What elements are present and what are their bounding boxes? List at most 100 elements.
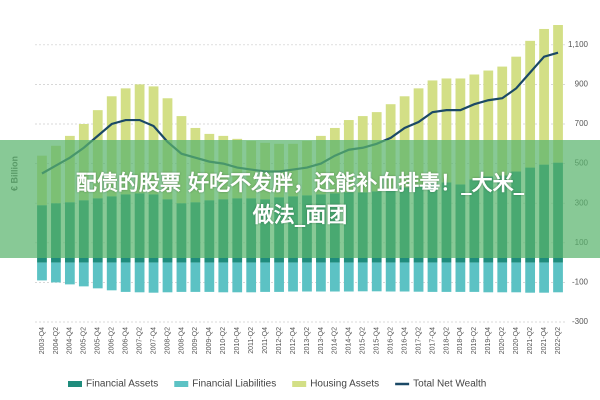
- bar: [274, 262, 284, 292]
- x-tick-label: 2004-Q2: [53, 327, 60, 354]
- bar: [288, 262, 298, 292]
- bar: [427, 262, 438, 292]
- x-tick-label: 2004-Q4: [67, 327, 74, 354]
- x-tick-label: 2009-Q2: [192, 327, 199, 354]
- bar: [511, 262, 522, 293]
- bar: [343, 262, 354, 292]
- bar: [539, 262, 549, 293]
- x-tick-label: 2020-Q4: [513, 327, 520, 354]
- x-tick-label: 2021-Q4: [541, 327, 548, 354]
- x-tick-label: 2015-Q2: [360, 327, 367, 354]
- x-tick-label: 2006-Q4: [123, 327, 130, 354]
- x-tick-label: 2011-Q4: [262, 327, 269, 354]
- bar: [441, 78, 452, 183]
- x-tick-label: 2015-Q4: [374, 327, 381, 354]
- x-tick-label: 2013-Q2: [304, 327, 311, 354]
- x-tick-label: 2009-Q4: [206, 327, 213, 354]
- x-tick-label: 2018-Q2: [443, 327, 450, 354]
- x-tick-label: 2019-Q4: [485, 327, 492, 354]
- x-tick-label: 2005-Q4: [95, 327, 102, 354]
- x-tick-label: 2012-Q2: [276, 327, 283, 354]
- x-tick-label: 2011-Q2: [248, 327, 255, 354]
- bar: [204, 262, 215, 292]
- bar: [120, 262, 131, 292]
- bar: [162, 262, 173, 293]
- x-tick-label: 2013-Q4: [318, 327, 325, 354]
- x-tick-label: 2016-Q4: [401, 327, 408, 354]
- legend-swatch: [292, 381, 307, 387]
- x-tick-label: 2012-Q4: [290, 327, 297, 354]
- bar: [106, 262, 117, 291]
- x-tick-label: 2008-Q4: [178, 327, 185, 354]
- y-tick-label: -300: [572, 317, 589, 326]
- x-tick-label: 2021-Q2: [527, 327, 534, 354]
- x-tick-label: 2007-Q4: [150, 327, 157, 354]
- x-tick-label: 2017-Q4: [429, 327, 436, 354]
- bar: [511, 56, 522, 172]
- x-tick-label: 2018-Q4: [457, 327, 464, 354]
- bar: [218, 262, 229, 293]
- bar: [329, 262, 340, 292]
- bar: [525, 40, 536, 168]
- x-tick-label: 2014-Q2: [332, 327, 339, 354]
- bar: [427, 80, 438, 184]
- bar: [92, 262, 103, 289]
- bar: [260, 262, 271, 292]
- bar: [469, 262, 480, 292]
- bar: [316, 262, 326, 292]
- x-tick-label: 2010-Q4: [234, 327, 241, 354]
- y-tick-label: 1,100: [568, 40, 589, 49]
- bar: [190, 262, 201, 292]
- bar: [455, 78, 466, 185]
- bar: [176, 262, 187, 292]
- bar: [497, 262, 508, 293]
- legend-label: Financial Assets: [86, 379, 158, 390]
- x-tick-label: 2005-Q2: [81, 327, 88, 354]
- bar: [497, 66, 508, 176]
- legend-label: Housing Assets: [310, 379, 379, 390]
- bar: [371, 262, 382, 292]
- bar: [399, 262, 410, 292]
- bar: [302, 262, 312, 292]
- bar: [51, 262, 61, 283]
- bar: [37, 262, 47, 281]
- x-tick-label: 2017-Q2: [415, 327, 422, 354]
- x-tick-label: 2020-Q2: [499, 327, 506, 354]
- legend-swatch: [174, 381, 189, 387]
- x-tick-label: 2007-Q2: [136, 327, 143, 354]
- x-tick-label: 2019-Q2: [471, 327, 478, 354]
- bar: [455, 262, 466, 292]
- bar: [246, 262, 257, 293]
- bar: [483, 262, 494, 293]
- y-tick-label: -100: [572, 278, 589, 287]
- bar: [148, 262, 159, 293]
- bar: [357, 262, 368, 292]
- bar: [413, 262, 424, 292]
- overlay-banner: 配债的股票 好吃不发胖，还能补血排毒！_大米_ 做法_面团: [0, 140, 600, 258]
- bar: [553, 262, 563, 293]
- bar: [78, 262, 89, 287]
- bar: [134, 84, 145, 194]
- x-tick-label: 2022-Q2: [555, 327, 562, 354]
- bar: [64, 262, 75, 285]
- bar: [385, 262, 396, 292]
- x-tick-label: 2008-Q2: [164, 327, 171, 354]
- bar: [134, 262, 145, 293]
- overlay-text: 做法_面团: [252, 203, 348, 227]
- y-tick-label: 700: [575, 119, 589, 128]
- bar: [553, 25, 563, 163]
- x-tick-label: 2016-Q2: [388, 327, 395, 354]
- bar: [441, 262, 452, 292]
- bar: [413, 88, 424, 186]
- y-tick-label: 900: [575, 80, 589, 89]
- legend-label: Financial Liabilities: [192, 379, 276, 390]
- legend-swatch: [68, 381, 82, 387]
- bar: [232, 262, 243, 293]
- x-tick-label: 2003-Q4: [39, 327, 46, 354]
- x-tick-label: 2014-Q4: [346, 327, 353, 354]
- bar: [483, 70, 494, 177]
- bar: [469, 74, 480, 180]
- x-tick-label: 2010-Q2: [220, 327, 227, 354]
- bar: [539, 28, 549, 165]
